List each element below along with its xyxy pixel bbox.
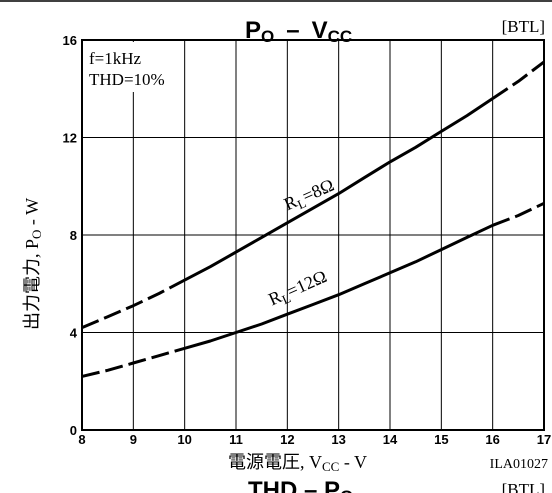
x-tick-label: 10 [177,432,191,447]
x-axis-label-sub: CC [322,459,339,474]
chart-title: PO – VCC [245,17,352,46]
condition-freq: f=1kHz [89,49,142,68]
y-tick-label: 4 [70,326,78,341]
series-line-1 [184,223,494,350]
x-tick-label: 14 [383,432,398,447]
series-line-0 [81,278,186,329]
x-tick-label: 9 [130,432,137,447]
x-tick-label: 17 [537,432,551,447]
title-second-sub: CC [328,27,353,46]
tick-labels: 8 9 10 11 12 13 14 15 16 17 0 4 8 12 16 [63,33,552,447]
y-axis-label-prefix: 出力電力, P [22,239,42,330]
series-label-1: RL=12Ω [265,266,331,312]
x-axis-label-suffix: - V [339,452,367,472]
series-line-0 [491,60,545,100]
next-chart-title-sub: O [340,487,353,493]
plot-frame [81,39,545,431]
mode-label: [BTL] [502,17,545,36]
x-tick-label: 12 [280,432,294,447]
series-line-1 [492,201,545,227]
y-tick-label: 0 [70,423,77,438]
y-axis-label-suffix: - W [22,198,42,230]
title-main: P [245,17,261,44]
conditions-box [84,42,179,92]
y-axis-label: 出力電力, PO - W [22,198,44,330]
x-tick-label: 11 [229,432,243,447]
next-mode-label: [BTL] [502,480,545,493]
y-tick-label: 12 [63,131,77,146]
title-dash: – [286,17,299,44]
series-line-1 [81,346,186,378]
next-chart-title-main: THD – P [248,477,340,493]
y-tick-label: 8 [70,228,77,243]
series-label-suffix: =8Ω [299,175,337,207]
title-second: V [312,17,328,44]
x-tick-label: 15 [434,432,448,447]
x-tick-label: 8 [78,432,85,447]
condition-thd: THD=10% [89,70,165,89]
y-axis-label-sub: O [29,230,44,239]
curves [81,60,545,378]
next-chart-title: THD – PO [248,477,353,493]
x-tick-label: 13 [331,432,345,447]
x-tick-label: 16 [485,432,499,447]
series-label-suffix: =12Ω [284,266,330,301]
figure-id: ILA01027 [490,457,548,472]
series-line-0 [184,97,494,282]
title-main-sub: O [261,27,274,46]
x-axis-label: 電源電圧, VCC - V [228,452,367,474]
x-axis-label-prefix: 電源電圧, V [228,452,322,472]
y-tick-label: 16 [63,33,77,48]
